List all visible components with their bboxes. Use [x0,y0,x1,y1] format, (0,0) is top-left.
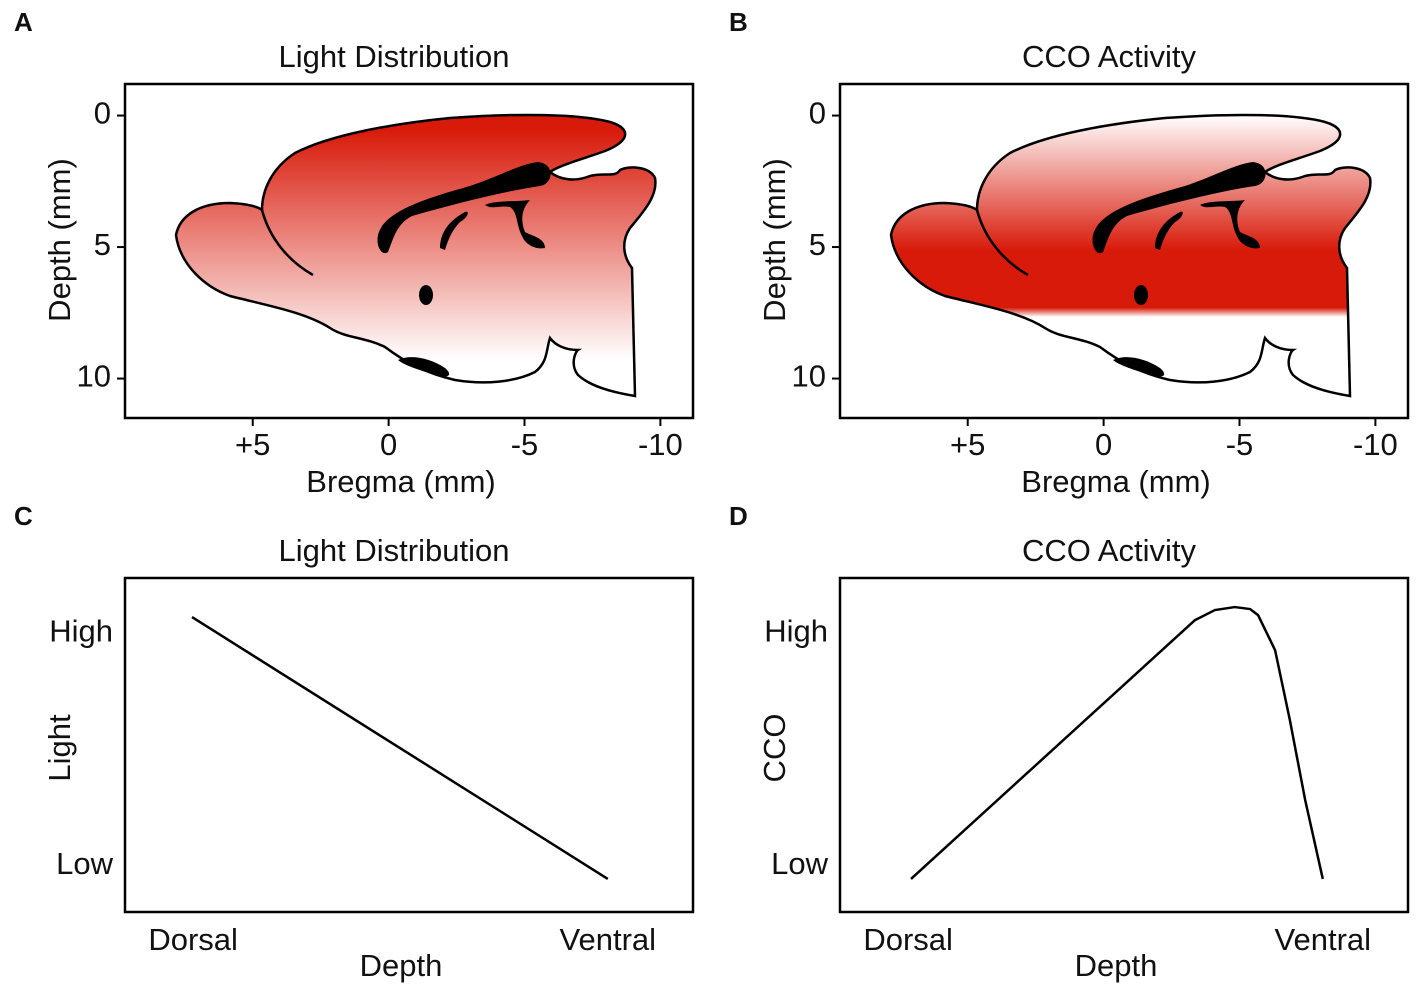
y-tick-label: 5 [94,227,111,262]
x-tick-label: -10 [1353,427,1398,462]
panel-letter: C [14,501,33,531]
plot-frame [838,576,1410,914]
plot-frame [838,82,1410,420]
x-tick-label: Ventral [560,922,657,957]
y-tick-label: 0 [94,96,111,131]
panel-title: Light Distribution [279,39,510,74]
panel-letter: D [729,501,748,531]
y-axis-label: Depth (mm) [757,158,792,322]
brain-section [174,113,657,398]
brain [889,113,1372,398]
panel: D CCO Activity Depth CCO Dorsal Ventral Low Hig… [729,501,1410,983]
plot-frame [123,82,695,420]
panel-title: Light Distribution [279,533,510,568]
line [191,616,609,880]
x-tick-label: Dorsal [863,922,953,957]
x-tick-label: +5 [235,427,270,462]
x-axis-label: Bregma (mm) [306,464,495,499]
x-axis-label: Bregma (mm) [1021,464,1210,499]
y-tick-label: Low [771,846,828,881]
x-tick-label: Dorsal [148,922,238,957]
y-tick-label: Low [56,846,113,881]
x-tick-label: -10 [638,427,683,462]
x-tick-label: +5 [950,427,985,462]
y-axis-label: Light [42,714,77,782]
y-tick-label: 10 [792,359,826,394]
y-tick-label: 0 [809,96,826,131]
x-tick-label: 0 [1095,427,1112,462]
panel: B CCO Activity Bregma (mm) Depth (mm) +5 0 -5 -… [729,7,1410,499]
y-tick-label: 10 [77,359,111,394]
x-tick-label: -5 [511,427,539,462]
y-tick-label: 5 [809,227,826,262]
y-tick-label: High [49,613,113,648]
panel-letter: A [14,7,33,37]
panel-title: CCO Activity [1022,533,1196,568]
panel-title: CCO Activity [1022,39,1196,74]
panel: C Light Distribution Depth Light Dorsal Ventr… [14,501,695,983]
x-tick-label: -5 [1226,427,1254,462]
y-tick-label: High [764,613,828,648]
x-tick-label: 0 [380,427,397,462]
plot-frame [123,576,695,914]
x-axis-label: Depth [1075,948,1158,983]
x-axis-label: Depth [360,948,443,983]
brain-section [889,113,1372,398]
line [910,605,1325,880]
x-tick-label: Ventral [1275,922,1372,957]
y-axis-label: CCO [757,714,792,783]
brain [174,113,657,398]
panel: A Light Distribution Bregma (mm) Depth (mm)… [14,7,695,499]
panel-letter: B [729,7,748,37]
y-axis-label: Depth (mm) [42,158,77,322]
